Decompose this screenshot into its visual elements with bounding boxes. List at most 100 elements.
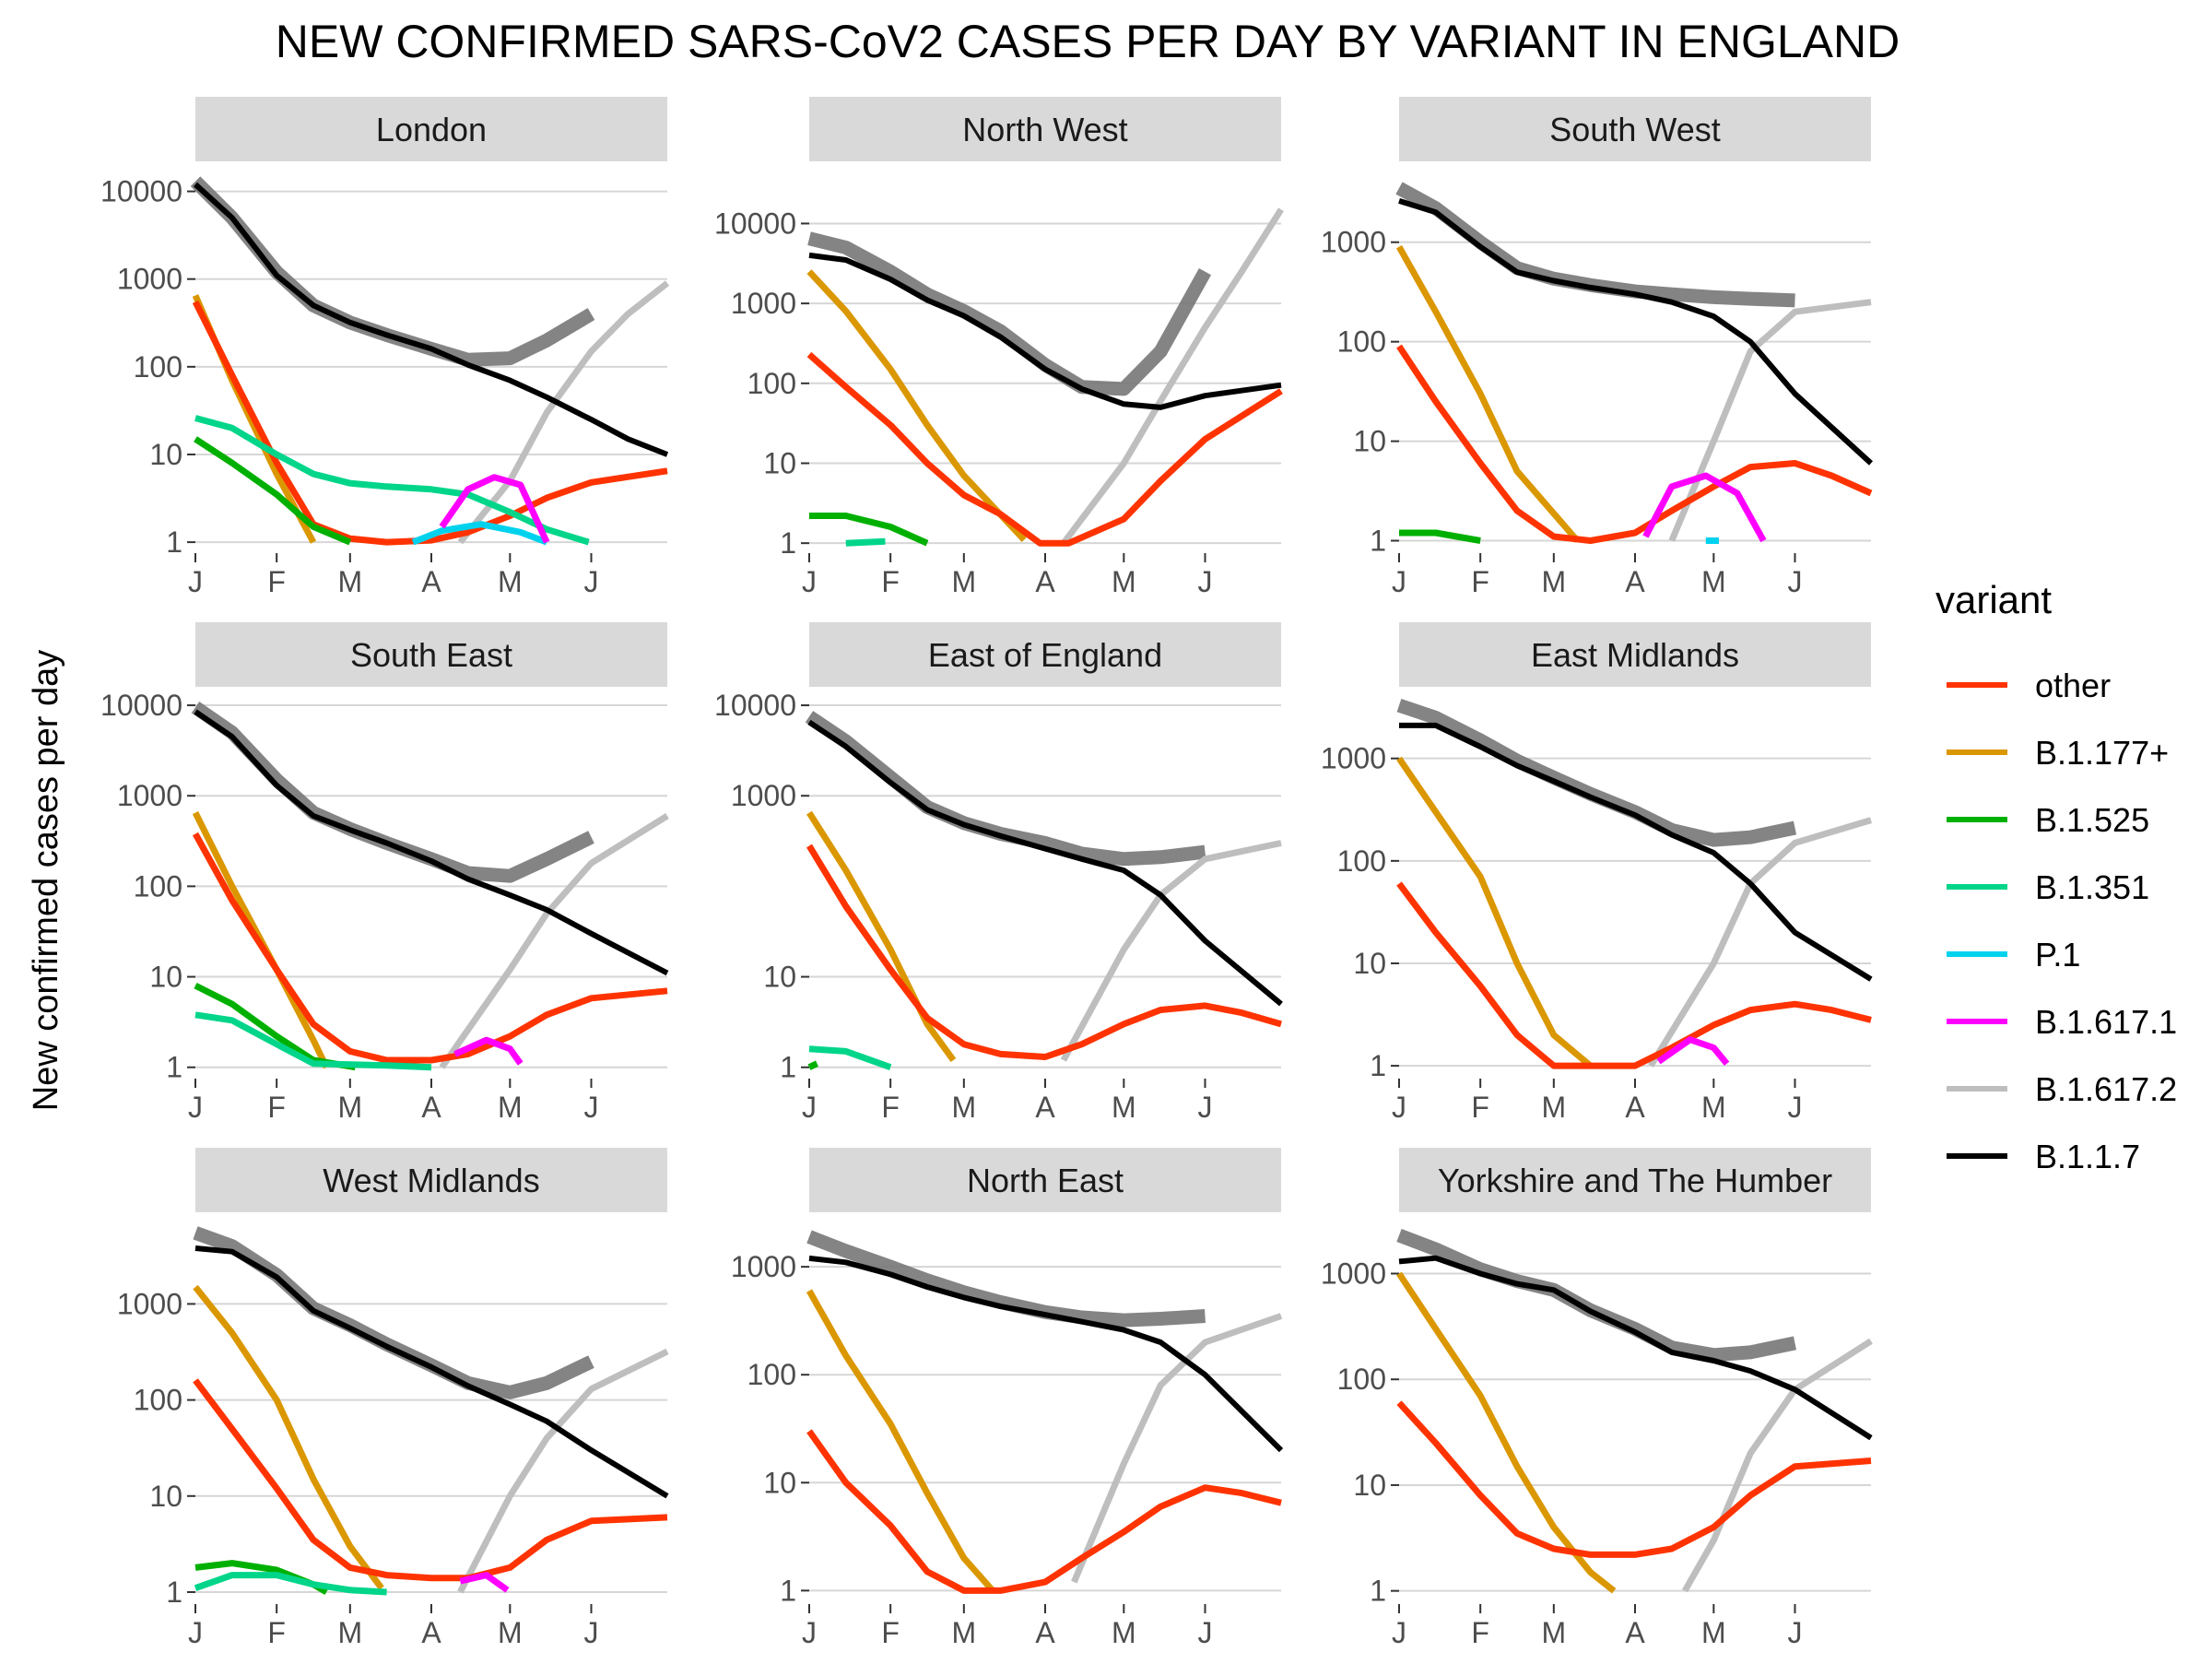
x-tick-label: F xyxy=(267,1091,286,1124)
facet-panels: London 1 10 100 1000 10000 J F M A M J North West 1 10… xyxy=(100,97,1874,1649)
y-tick-label: 1 xyxy=(166,1575,182,1609)
legend-label: other xyxy=(2035,667,2111,704)
y-tick-label: 1000 xyxy=(117,779,182,812)
y-tick-label: 10 xyxy=(1353,425,1386,458)
series-line-b-1-177plus xyxy=(806,810,957,1063)
series-line-b-1-1-7 xyxy=(194,709,669,976)
x-tick-label: J xyxy=(1198,1616,1213,1649)
y-tick-label: 10 xyxy=(763,446,796,479)
panel-strip xyxy=(195,97,667,161)
series-line-b-1-1-7 xyxy=(193,182,669,457)
series-line-b-1-617-2 xyxy=(1071,1313,1283,1584)
y-tick-label: 10 xyxy=(1353,1469,1386,1502)
x-tick-label: A xyxy=(421,565,441,598)
series-line-b-1-617-1 xyxy=(1656,1036,1730,1067)
series-line-b-1-617-1 xyxy=(453,1036,524,1066)
x-tick-label: J xyxy=(1392,565,1406,598)
y-tick-label: 10000 xyxy=(100,175,182,208)
y-tick-label: 100 xyxy=(134,1384,182,1417)
x-tick-label: M xyxy=(951,1091,976,1124)
x-tick-label: A xyxy=(1625,1091,1645,1124)
series-line-b-1-351 xyxy=(194,1011,432,1071)
series-line-b-1-351 xyxy=(194,1572,387,1596)
series-line-b-1-1-7 xyxy=(194,1245,669,1499)
panel-title: East of England xyxy=(928,636,1162,674)
panel: West Midlands 1 10 100 1000 J F M A M J xyxy=(117,1148,669,1649)
series-line-b-1-617-2 xyxy=(439,813,669,1069)
panel-title: North East xyxy=(967,1162,1124,1199)
panel-strip xyxy=(195,1148,667,1212)
panel: South East 1 10 100 1000 10000 J F M A M J xyxy=(100,622,669,1124)
x-tick-label: J xyxy=(188,1091,203,1124)
legend-label: B.1.617.1 xyxy=(2035,1003,2177,1041)
x-tick-label: J xyxy=(1198,565,1213,598)
y-tick-label: 10 xyxy=(763,961,796,994)
x-tick-label: J xyxy=(188,1616,203,1649)
x-tick-label: A xyxy=(421,1091,441,1124)
x-tick-label: M xyxy=(337,1091,362,1124)
x-tick-label: A xyxy=(1625,1616,1645,1649)
series-line-b-1-1-7 xyxy=(1398,198,1874,466)
y-tick-label: 10 xyxy=(149,1480,182,1513)
x-tick-label: J xyxy=(1788,1091,1803,1124)
x-tick-label: M xyxy=(951,565,976,598)
series-line-b-1-525 xyxy=(194,436,352,546)
x-tick-label: M xyxy=(1701,1091,1726,1124)
y-tick-label: 1000 xyxy=(731,287,796,320)
x-tick-label: J xyxy=(802,1616,817,1649)
legend-entries: other B.1.177+ B.1.525 B.1.351 P.1 B.1.617.1 B… xyxy=(1947,667,2177,1175)
y-tick-label: 10 xyxy=(149,961,182,994)
series-line-b-1-525 xyxy=(809,513,929,547)
panel: North East 1 10 100 1000 J F M A M J xyxy=(731,1148,1284,1649)
panel-strip xyxy=(195,622,667,687)
total-fit-line xyxy=(807,231,1212,396)
x-tick-label: J xyxy=(802,565,817,598)
y-tick-label: 10000 xyxy=(100,689,182,722)
panel: South West 1 10 100 1000 J F M A M J xyxy=(1321,97,1874,598)
x-tick-label: A xyxy=(1625,565,1645,598)
y-tick-label: 10 xyxy=(763,1466,796,1499)
series-line-b-1-617-2 xyxy=(1061,207,1284,546)
legend-label: B.1.1.7 xyxy=(2035,1138,2140,1175)
x-tick-label: F xyxy=(881,1091,900,1124)
y-tick-label: 100 xyxy=(1337,1363,1386,1396)
x-tick-label: F xyxy=(1471,1091,1489,1124)
panel-title: South East xyxy=(350,636,512,674)
series-line-other xyxy=(193,1378,668,1582)
chart-title: NEW CONFIRMED SARS-CoV2 CASES PER DAY BY… xyxy=(276,16,1900,67)
series-line-other xyxy=(1396,1400,1872,1558)
y-tick-label: 1 xyxy=(1370,1575,1386,1608)
x-tick-label: F xyxy=(881,565,900,598)
panel-strip xyxy=(809,1148,1281,1212)
x-tick-label: M xyxy=(1701,565,1726,598)
series-line-b-1-177plus xyxy=(1396,756,1593,1068)
x-tick-label: J xyxy=(584,1091,599,1124)
x-tick-label: J xyxy=(1392,1616,1406,1649)
legend-label: B.1.177+ xyxy=(2035,734,2169,772)
series-line-b-1-617-1 xyxy=(439,474,550,544)
y-axis-label: New confirmed cases per day xyxy=(27,650,65,1112)
x-tick-label: M xyxy=(951,1616,976,1649)
total-fit-line xyxy=(806,1230,1206,1328)
x-tick-label: M xyxy=(498,1091,523,1124)
panel-title: North West xyxy=(962,111,1127,148)
y-tick-label: 1000 xyxy=(1321,742,1386,775)
series-line-b-1-617-2 xyxy=(457,1348,669,1594)
series-line-p-1 xyxy=(411,521,548,546)
series-line-b-1-617-1 xyxy=(459,1572,510,1593)
series-line-b-1-525 xyxy=(807,1060,818,1070)
legend-label: B.1.351 xyxy=(2035,868,2149,906)
x-tick-label: J xyxy=(1788,1616,1803,1649)
y-tick-label: 1 xyxy=(166,1051,182,1084)
x-tick-label: M xyxy=(1112,1091,1136,1124)
x-tick-label: A xyxy=(1035,1091,1055,1124)
y-tick-label: 10 xyxy=(149,438,182,471)
x-tick-label: J xyxy=(1788,565,1803,598)
x-tick-label: M xyxy=(1541,565,1566,598)
y-tick-label: 100 xyxy=(134,869,182,903)
y-tick-label: 1000 xyxy=(1321,1257,1386,1291)
panel-strip xyxy=(1399,97,1871,161)
legend-label: B.1.525 xyxy=(2035,801,2149,839)
x-tick-label: A xyxy=(1035,1616,1055,1649)
